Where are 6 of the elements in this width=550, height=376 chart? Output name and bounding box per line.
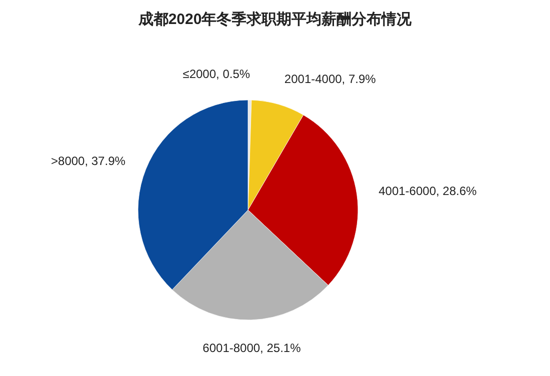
slice-label: >8000, 37.9% [51, 154, 126, 168]
slice-label: 4001-6000, 28.6% [378, 184, 478, 198]
slice-label: 2001-4000, 7.9% [284, 72, 376, 86]
slice-label: 6001-8000, 25.1% [202, 340, 302, 355]
slice-label: ≤2000, 0.5% [182, 67, 250, 82]
chart-title: 成都2020年冬季求职期平均薪酬分布情况 [137, 11, 413, 28]
